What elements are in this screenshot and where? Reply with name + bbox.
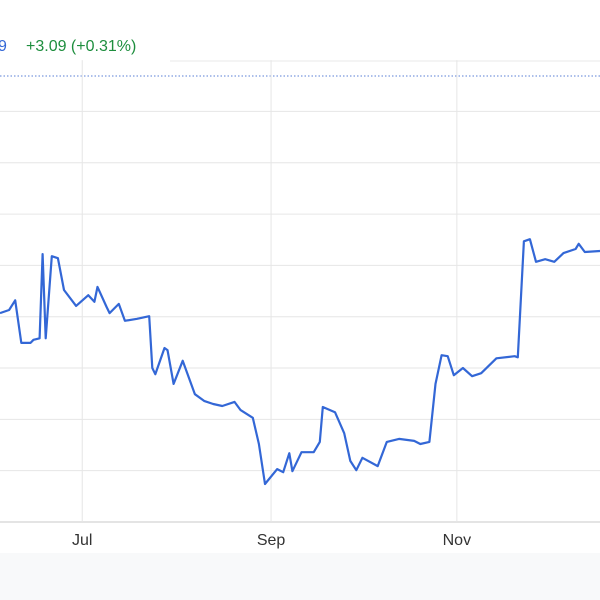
- x-tick-label: Jul: [72, 532, 92, 549]
- price: 9: [0, 38, 7, 55]
- x-tick-label: Nov: [443, 532, 471, 549]
- footer-band: [0, 553, 600, 600]
- x-tick-label: Sep: [257, 532, 286, 549]
- change: +3.09 (+0.31%): [26, 38, 136, 55]
- price-line: [0, 238, 600, 486]
